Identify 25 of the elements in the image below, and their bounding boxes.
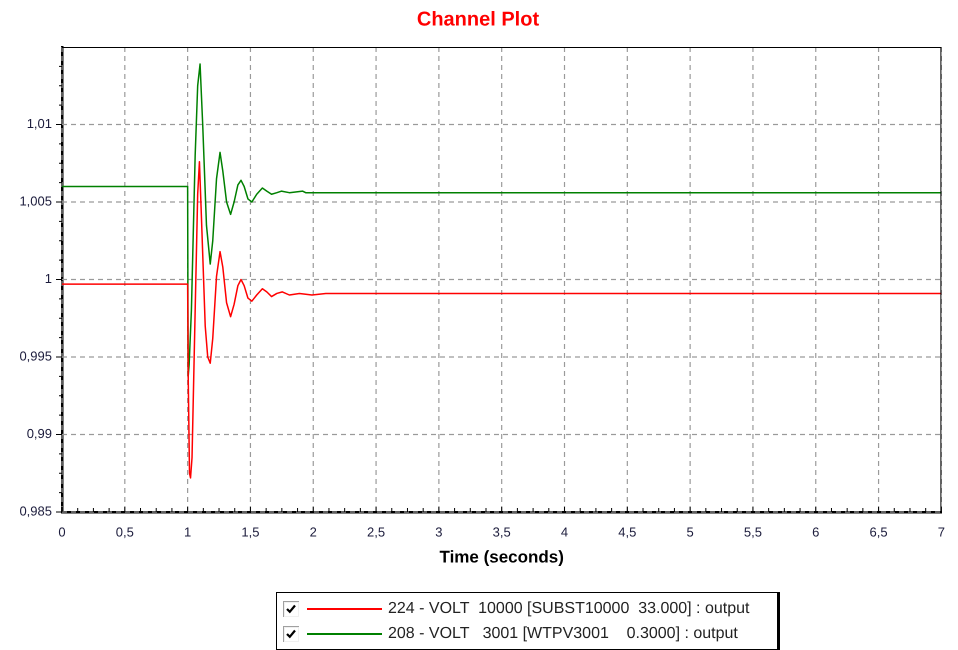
legend-label: 224 - VOLT 10000 [SUBST10000 33.000] : output [388, 600, 750, 618]
y-tick-label: 0,995 [19, 348, 52, 364]
y-tick-label: 0,985 [19, 504, 52, 519]
x-tick-label: 4,5 [618, 524, 636, 540]
y-tick-label: 1,01 [26, 116, 52, 132]
x-tick-label: 6 [812, 524, 820, 540]
chart-title: Channel Plot [416, 8, 540, 31]
x-tick-label: 3,5 [492, 524, 511, 540]
x-axis-title: Time (seconds) [439, 547, 564, 566]
x-tick-label: 1,5 [241, 524, 260, 540]
legend-label: 208 - VOLT 3001 [WTPV3001 0.3000] : output [388, 624, 738, 642]
x-tick-label: 7 [938, 524, 945, 540]
x-tick-label: 0 [58, 524, 66, 540]
x-tick-label: 3 [435, 524, 442, 540]
x-tick-label: 1 [184, 524, 192, 540]
x-tick-label: 5,5 [744, 524, 762, 540]
x-tick-label: 4 [560, 524, 568, 540]
x-tick-label: 5 [686, 524, 694, 540]
x-tick-label: 0,5 [116, 524, 134, 540]
y-tick-label: 1,005 [19, 194, 52, 209]
y-tick-label: 0,99 [26, 426, 52, 442]
y-tick-label: 1 [44, 271, 52, 286]
x-tick-label: 6,5 [870, 524, 888, 540]
x-tick-label: 2,5 [367, 524, 386, 540]
x-tick-label: 2 [310, 524, 317, 540]
